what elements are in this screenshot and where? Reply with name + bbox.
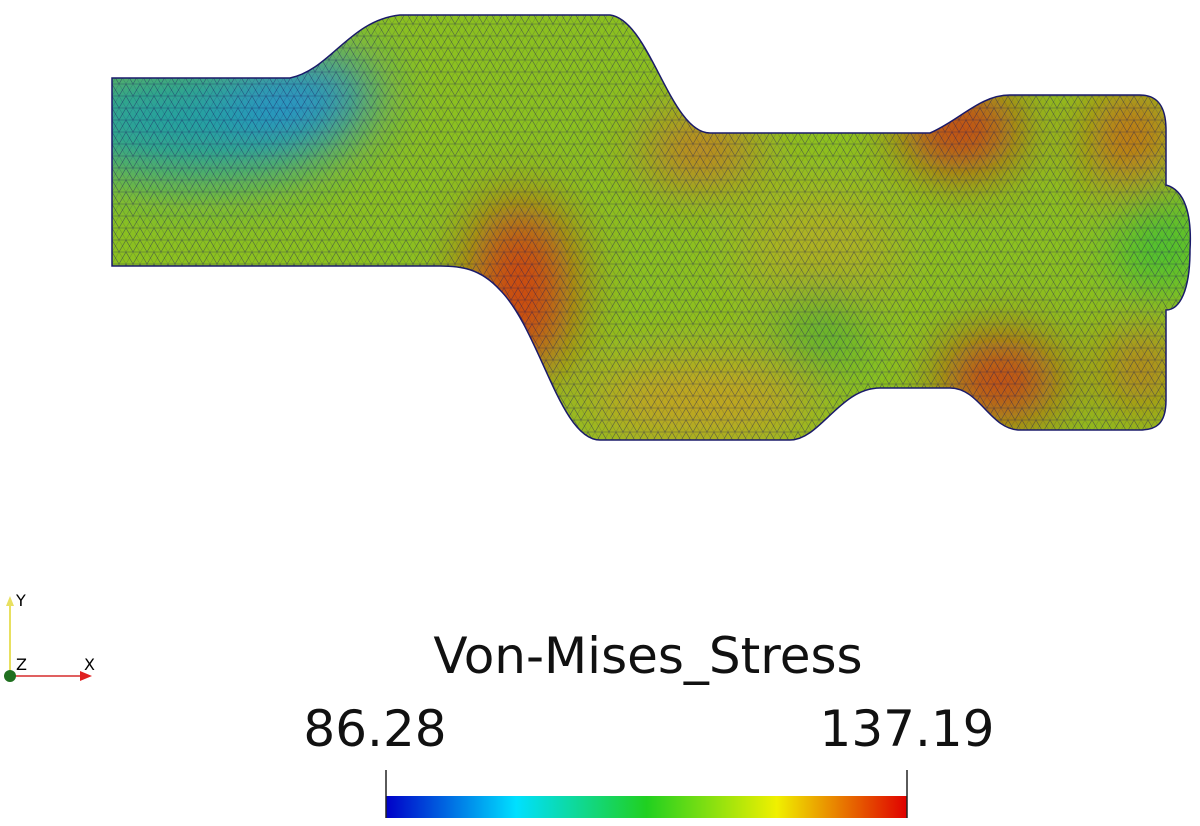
z-axis — [4, 670, 16, 682]
axis-label-x: X — [84, 655, 95, 674]
orientation-axes: Y Z X — [4, 591, 95, 682]
legend-title: Von-Mises_Stress — [433, 627, 862, 685]
legend-min: 86.28 — [303, 700, 446, 758]
mesh-outline — [111, 14, 1192, 441]
mesh — [112, 15, 1191, 440]
x-arrow — [80, 671, 92, 681]
axis-label-y: Y — [15, 591, 26, 610]
y-arrow — [6, 596, 14, 606]
color-legend: Von-Mises_Stress 86.28 137.19 — [303, 627, 994, 818]
axis-label-z: Z — [16, 655, 27, 674]
legend-max: 137.19 — [820, 700, 995, 758]
color-bar — [386, 796, 907, 818]
